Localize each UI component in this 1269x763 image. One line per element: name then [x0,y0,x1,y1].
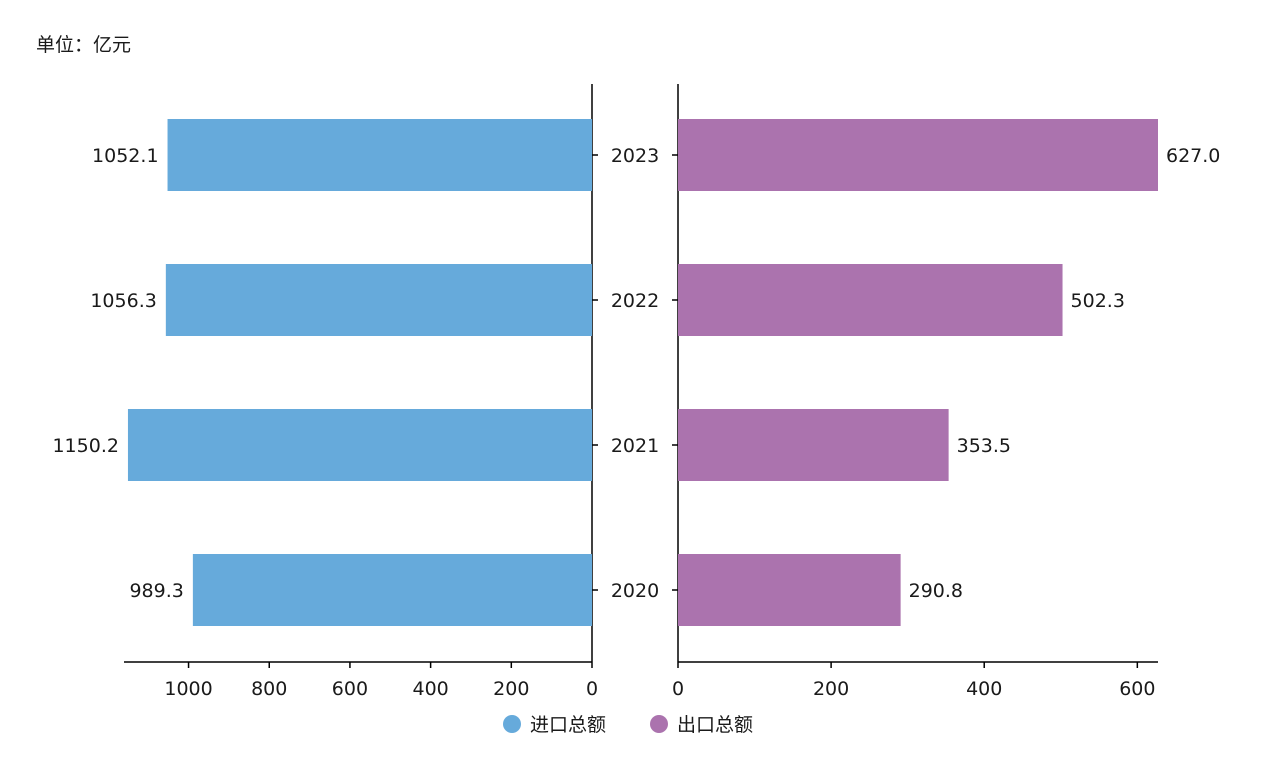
export-bar-value-label: 502.3 [1071,290,1125,312]
export-x-tick-label: 400 [966,678,1002,700]
import-bar-value-label: 989.3 [129,580,183,602]
unit-label: 单位：亿元 [36,34,132,56]
import-bar [167,119,592,191]
import-panel: 1000 800 600 400 200 0 1052.1 1056.3 1150.2 989.3 [52,84,598,700]
import-x-tick-label: 0 [586,678,598,700]
export-bar [678,264,1063,336]
export-bar [678,119,1158,191]
import-x-tick-label: 200 [493,678,529,700]
import-bar-value-label: 1056.3 [90,290,156,312]
legend-export-label: 出口总额 [677,714,753,736]
export-x-tick-label: 0 [672,678,684,700]
legend: 进口总额 出口总额 [503,714,753,736]
export-bar [678,554,901,626]
year-labels: 2023 2022 2021 2020 [592,145,678,602]
export-bar-value-label: 627.0 [1166,145,1220,167]
import-bar [127,409,592,481]
year-label: 2020 [611,580,659,602]
import-bar [165,264,592,336]
legend-import-label: 进口总额 [530,714,606,736]
legend-import-marker [503,715,521,733]
export-bar [678,409,949,481]
import-x-tick-label: 800 [251,678,287,700]
year-label: 2023 [611,145,659,167]
import-bar-value-label: 1150.2 [52,435,118,457]
import-x-tick-label: 600 [332,678,368,700]
import-x-tick-label: 400 [412,678,448,700]
export-bar-value-label: 290.8 [909,580,963,602]
import-bar [192,554,592,626]
export-x-tick-label: 600 [1119,678,1155,700]
legend-export-marker [650,715,668,733]
export-bar-value-label: 353.5 [957,435,1011,457]
year-label: 2021 [611,435,659,457]
import-bar-value-label: 1052.1 [92,145,158,167]
import-x-tick-label: 1000 [164,678,212,700]
export-x-tick-label: 200 [813,678,849,700]
year-label: 2022 [611,290,659,312]
export-panel: 0 200 400 600 627.0 502.3 353.5 290.8 [672,84,1220,700]
